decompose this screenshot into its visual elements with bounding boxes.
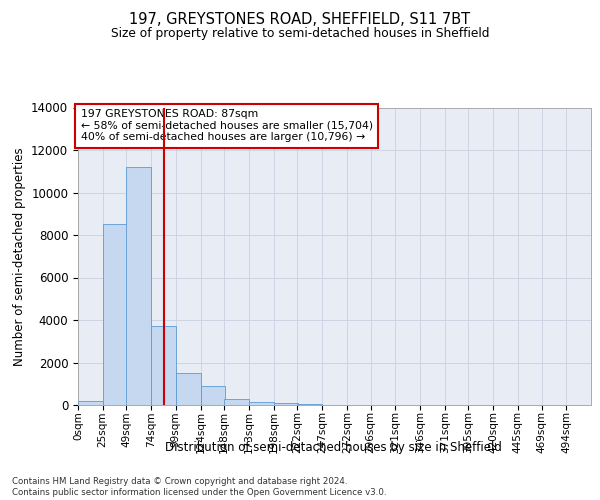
Y-axis label: Number of semi-detached properties: Number of semi-detached properties (13, 147, 26, 366)
Bar (151, 326, 176, 405)
Text: Contains public sector information licensed under the Open Government Licence v3: Contains public sector information licen… (12, 488, 386, 497)
Bar (298, 404, 322, 405)
Bar (274, 404, 298, 405)
Text: Contains HM Land Registry data © Crown copyright and database right 2024.: Contains HM Land Registry data © Crown c… (12, 476, 347, 486)
Bar (200, 386, 225, 405)
Bar (103, 224, 127, 405)
Bar (127, 167, 151, 405)
Text: 197, GREYSTONES ROAD, SHEFFIELD, S11 7BT: 197, GREYSTONES ROAD, SHEFFIELD, S11 7BT (130, 12, 470, 28)
Bar (249, 402, 274, 405)
Text: Size of property relative to semi-detached houses in Sheffield: Size of property relative to semi-detach… (111, 28, 489, 40)
Bar (176, 373, 200, 405)
Text: Distribution of semi-detached houses by size in Sheffield: Distribution of semi-detached houses by … (164, 441, 502, 454)
Bar (78, 401, 103, 405)
Bar (224, 398, 249, 405)
Text: 197 GREYSTONES ROAD: 87sqm
← 58% of semi-detached houses are smaller (15,704)
40: 197 GREYSTONES ROAD: 87sqm ← 58% of semi… (80, 109, 373, 142)
